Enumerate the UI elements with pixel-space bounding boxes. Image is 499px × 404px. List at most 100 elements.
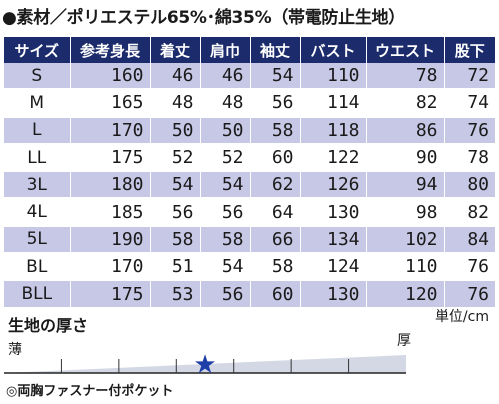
measurement-cell: 126 xyxy=(300,171,367,200)
measurement-cell: 54 xyxy=(150,171,201,200)
measurement-cell: 76 xyxy=(444,253,495,282)
measurement-cell: 90 xyxy=(366,143,445,173)
measurement-cell: 175 xyxy=(70,143,151,173)
measurement-cell: 134 xyxy=(300,225,367,255)
size-name-cell: L xyxy=(4,116,71,145)
measurement-cell: 98 xyxy=(366,198,445,227)
measurement-cell: 58 xyxy=(200,225,251,255)
measurement-cell: 82 xyxy=(366,89,445,118)
measurement-cell: 52 xyxy=(150,143,201,173)
table-row: 3L 180 54 54 62 126 94 80 xyxy=(4,171,495,200)
measurement-cell: 74 xyxy=(444,89,495,118)
measurement-cell: 58 xyxy=(250,253,301,282)
size-name-cell: LL xyxy=(4,143,71,173)
measurement-cell: 82 xyxy=(444,198,495,227)
measurement-cell: 175 xyxy=(70,280,151,309)
measurement-cell: 51 xyxy=(150,253,201,282)
measurement-cell: 50 xyxy=(200,116,251,145)
measurement-cell: 54 xyxy=(200,253,251,282)
table-row: S 160 46 46 54 110 78 72 xyxy=(4,63,495,91)
thickness-scale: ★ xyxy=(4,350,406,377)
fabric-thickness-title: 生地の厚さ xyxy=(8,316,89,335)
measurement-cell: 56 xyxy=(200,198,251,227)
table-row: BLL 175 53 56 60 130 120 76 xyxy=(4,280,495,309)
table-row: LL 175 52 52 60 122 90 78 xyxy=(4,143,495,173)
thickness-level-star-icon: ★ xyxy=(193,350,216,377)
measurement-cell: 120 xyxy=(366,280,445,309)
measurement-cell: 110 xyxy=(366,253,445,282)
measurement-cell: 58 xyxy=(150,225,201,255)
measurement-cell: 54 xyxy=(250,63,301,91)
size-name-cell: S xyxy=(4,63,71,91)
material-heading: ●素材／ポリエステル65%･綿35%（帯電防止生地） xyxy=(2,8,405,28)
column-header: ウエスト xyxy=(366,37,445,63)
measurement-cell: 72 xyxy=(444,63,495,91)
size-name-cell: 4L xyxy=(4,198,71,227)
table-row: L 170 50 50 58 118 86 76 xyxy=(4,116,495,145)
measurement-cell: 124 xyxy=(300,253,367,282)
size-table-header-row: サイズ 参考身長 着丈 肩巾 袖丈 バスト ウエスト 股下 xyxy=(4,37,495,63)
measurement-cell: 58 xyxy=(250,116,301,145)
measurement-cell: 54 xyxy=(200,171,251,200)
thin-label: 薄 xyxy=(8,342,22,358)
measurement-cell: 66 xyxy=(250,225,301,255)
measurement-cell: 94 xyxy=(366,171,445,200)
measurement-cell: 46 xyxy=(200,63,251,91)
measurement-cell: 86 xyxy=(366,116,445,145)
measurement-cell: 53 xyxy=(150,280,201,309)
measurement-cell: 80 xyxy=(444,171,495,200)
size-name-cell: 5L xyxy=(4,225,71,255)
measurement-cell: 48 xyxy=(200,89,251,118)
measurement-cell: 130 xyxy=(300,198,367,227)
measurement-cell: 160 xyxy=(70,63,151,91)
measurement-cell: 46 xyxy=(150,63,201,91)
table-row: 5L 190 58 58 66 134 102 84 xyxy=(4,225,495,255)
measurement-cell: 185 xyxy=(70,198,151,227)
measurement-cell: 62 xyxy=(250,171,301,200)
measurement-cell: 60 xyxy=(250,143,301,173)
thickness-scale-ticks xyxy=(60,359,350,373)
table-row: M 165 48 48 56 114 82 74 xyxy=(4,89,495,118)
measurement-cell: 130 xyxy=(300,280,367,309)
measurement-cell: 165 xyxy=(70,89,151,118)
table-row: BL 170 51 54 58 124 110 76 xyxy=(4,253,495,282)
column-header: 着丈 xyxy=(150,37,201,63)
pocket-note: ◎両胸ファスナー付ポケット xyxy=(6,384,174,399)
column-header: 参考身長 xyxy=(70,37,151,63)
table-row: 4L 185 56 56 64 130 98 82 xyxy=(4,198,495,227)
measurement-cell: 180 xyxy=(70,171,151,200)
column-header: 肩巾 xyxy=(200,37,251,63)
measurement-cell: 78 xyxy=(366,63,445,91)
size-name-cell: 3L xyxy=(4,171,71,200)
measurement-cell: 48 xyxy=(150,89,201,118)
measurement-cell: 78 xyxy=(444,143,495,173)
column-header: バスト xyxy=(300,37,367,63)
size-name-cell: M xyxy=(4,89,71,118)
measurement-cell: 102 xyxy=(366,225,445,255)
measurement-cell: 84 xyxy=(444,225,495,255)
measurement-cell: 76 xyxy=(444,116,495,145)
measurement-cell: 118 xyxy=(300,116,367,145)
measurement-cell: 56 xyxy=(200,280,251,309)
measurement-cell: 170 xyxy=(70,116,151,145)
unit-label: 単位/cm xyxy=(434,309,489,325)
measurement-cell: 64 xyxy=(250,198,301,227)
measurement-cell: 76 xyxy=(444,280,495,309)
size-name-cell: BLL xyxy=(4,280,71,309)
thickness-scale-wedge xyxy=(4,355,406,373)
measurement-cell: 110 xyxy=(300,63,367,91)
measurement-cell: 52 xyxy=(200,143,251,173)
measurement-cell: 56 xyxy=(250,89,301,118)
column-header: サイズ xyxy=(4,37,71,63)
column-header: 袖丈 xyxy=(250,37,301,63)
measurement-cell: 114 xyxy=(300,89,367,118)
measurement-cell: 50 xyxy=(150,116,201,145)
measurement-cell: 122 xyxy=(300,143,367,173)
measurement-cell: 60 xyxy=(250,280,301,309)
measurement-cell: 56 xyxy=(150,198,201,227)
column-header: 股下 xyxy=(444,37,495,63)
measurement-cell: 190 xyxy=(70,225,151,255)
thick-label: 厚 xyxy=(397,333,411,349)
measurement-cell: 170 xyxy=(70,253,151,282)
size-name-cell: BL xyxy=(4,253,71,282)
